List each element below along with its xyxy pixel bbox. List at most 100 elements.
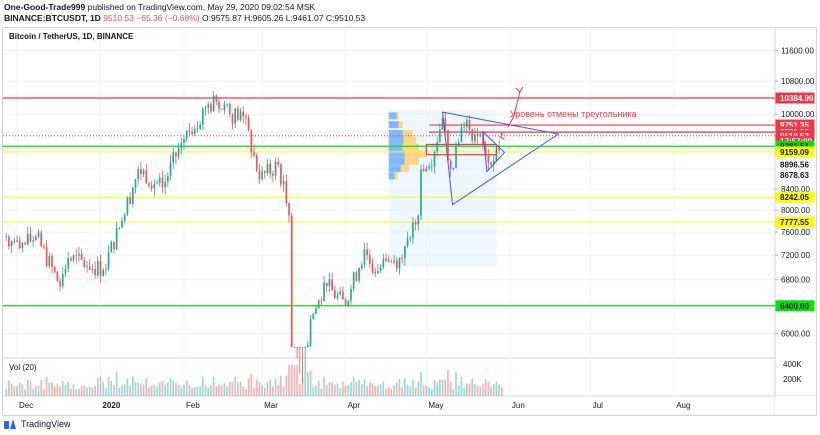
candle-body: [67, 258, 70, 269]
candle-body: [110, 241, 113, 253]
volume-bar: [188, 385, 191, 396]
volume-bar: [255, 379, 258, 396]
volume-bar: [123, 384, 126, 396]
price-tick-label: 6000.00: [781, 329, 810, 338]
volume-bar: [8, 380, 10, 396]
volume-profile-down-bar: [394, 172, 398, 180]
volume-bar: [261, 384, 263, 396]
candle-body: [369, 254, 371, 264]
volume-bar: [131, 376, 134, 396]
price-level-badge: [775, 216, 815, 228]
chart-frame[interactable]: Dec 2020 Feb Mar Apr May Jun Jul Aug 6000.00 6400.…: [2, 27, 817, 416]
candle-body: [253, 152, 255, 156]
candle-body: [272, 173, 274, 176]
candle-body: [212, 95, 215, 111]
brand-name: TradingView: [21, 419, 71, 429]
candle-body: [239, 111, 242, 120]
candle-body: [16, 240, 18, 242]
candle-body: [333, 290, 336, 299]
candle-body: [83, 259, 86, 267]
candle-body: [202, 108, 204, 125]
volume-bar: [35, 385, 37, 396]
candle-body: [463, 126, 465, 128]
price-change: −65.36 (−0.68%): [136, 13, 200, 23]
candle-body: [449, 161, 452, 170]
volume-profile-down-bar: [400, 165, 409, 173]
volume-bar: [51, 382, 53, 396]
volume-bar: [315, 385, 317, 396]
volume-profile-up-bar: [388, 172, 395, 180]
volume-bar: [53, 386, 56, 396]
candle-body: [487, 155, 490, 163]
candle-body: [401, 257, 403, 259]
volume-bar: [10, 383, 13, 396]
range-box: [425, 143, 498, 156]
volume-bar: [358, 380, 360, 396]
candle-body: [390, 261, 393, 263]
candle-body: [18, 240, 21, 249]
author-name[interactable]: One-Good-Trade999: [4, 2, 86, 12]
volume-bar: [37, 385, 40, 396]
volume-bar: [258, 382, 261, 396]
volume-bar: [333, 384, 336, 396]
volume-bar: [169, 378, 172, 396]
volume-bar: [455, 372, 457, 396]
volume-bar: [409, 386, 412, 396]
volume-bar: [226, 386, 228, 396]
volume-profile-down-bar: [402, 143, 419, 151]
volume-bar: [48, 382, 51, 396]
chart-annotation: Уровень отмены треугольника: [510, 109, 637, 119]
candle-body: [180, 143, 183, 149]
volume-bar: [404, 378, 406, 396]
candle-body: [328, 279, 331, 287]
volume-bar: [328, 381, 331, 396]
candle-body: [5, 236, 8, 238]
volume-bar: [500, 387, 503, 396]
volume-bar: [180, 386, 183, 396]
candle-body: [107, 252, 110, 270]
candle-body: [150, 185, 153, 189]
candle-body: [282, 180, 285, 185]
volume-bar: [175, 383, 177, 396]
candle-body: [113, 241, 115, 250]
volume-bar: [277, 385, 280, 396]
time-tick-label: Jul: [593, 401, 603, 410]
candle-body: [193, 128, 196, 134]
volume-bar: [156, 386, 158, 396]
candle-body: [417, 215, 420, 225]
publish-line: One-Good-Trade999 published on TradingVi…: [4, 2, 315, 12]
candle-body: [94, 268, 96, 276]
volume-bar: [263, 387, 266, 396]
volume-bar: [492, 384, 495, 396]
volume-bar: [129, 385, 131, 396]
volume-tick-label: 400K: [783, 360, 802, 369]
volume-bar: [298, 384, 301, 396]
candle-body: [91, 268, 94, 270]
volume-bar: [374, 385, 377, 396]
candle-body: [420, 169, 422, 216]
volume-bar: [158, 382, 161, 396]
candle-body: [447, 130, 449, 162]
tradingview-logo[interactable]: TradingView: [4, 419, 71, 429]
volume-bar: [377, 385, 379, 396]
candle-body: [61, 273, 64, 287]
volume-bar: [301, 378, 304, 396]
candle-body: [13, 241, 16, 242]
price-chart[interactable]: Dec 2020 Feb Mar Apr May Jun Jul Aug 6000.00 6400.…: [3, 28, 816, 415]
volume-bar: [115, 371, 118, 396]
volume-bar: [436, 382, 439, 396]
arrow-up-head: [515, 86, 524, 93]
volume-bar: [495, 381, 498, 396]
candle-body: [366, 249, 368, 255]
price-tick-label: 8000.00: [781, 206, 810, 215]
candle-body: [148, 183, 150, 186]
candle-body: [169, 162, 172, 176]
volume-bar: [447, 369, 449, 396]
candle-body: [301, 347, 304, 349]
volume-bar: [204, 385, 207, 396]
candle-body: [315, 308, 317, 314]
volume-profile-down-bar: [404, 150, 427, 158]
candle-body: [307, 345, 309, 348]
volume-bar: [420, 371, 422, 396]
volume-bar: [99, 376, 102, 396]
